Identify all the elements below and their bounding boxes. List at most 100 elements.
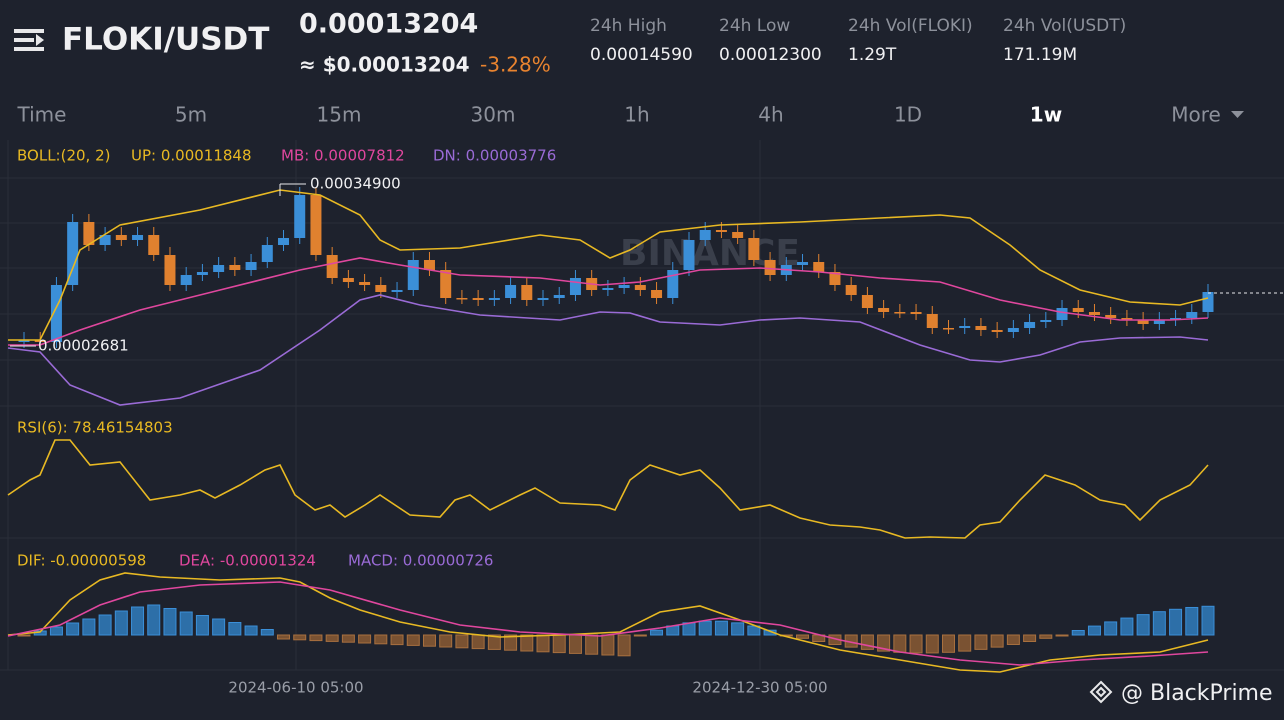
macd-bar — [1039, 634, 1053, 639]
macd-bar — [893, 634, 907, 653]
candle-body — [1072, 308, 1084, 312]
macd-bar — [374, 634, 388, 645]
candle-body — [99, 235, 111, 245]
timeframe-tab[interactable]: 1h — [624, 103, 649, 127]
macd-bar — [585, 634, 599, 655]
candle-body — [488, 298, 500, 300]
candle-body — [180, 275, 192, 285]
candle-body — [634, 285, 646, 290]
price: 0.00013204 — [299, 9, 478, 40]
boll-mb: MB: 0.00007812 — [281, 147, 405, 165]
macd-label: MACD: 0.00000726 — [348, 552, 493, 570]
macd-bar — [439, 634, 453, 648]
candle-body — [618, 285, 630, 288]
candle-body — [861, 295, 873, 308]
stat-value: 1.29T — [848, 45, 897, 65]
macd-bar — [98, 614, 112, 636]
candle-body — [456, 298, 468, 300]
candle-body — [1202, 292, 1214, 312]
candle-body — [1105, 315, 1117, 318]
macd-bar — [763, 629, 777, 636]
macd-bar — [455, 634, 469, 649]
macd-bar — [114, 610, 128, 636]
macd-bar — [179, 611, 193, 636]
boll-mb-line — [8, 257, 1209, 346]
timeframe-tab[interactable]: 4h — [758, 103, 783, 127]
macd-bar — [1104, 621, 1118, 636]
macd-bar — [1055, 634, 1069, 637]
stat-value: 0.00012300 — [719, 45, 822, 65]
macd-bar — [325, 634, 339, 642]
timeframe-tab[interactable]: 15m — [317, 103, 362, 127]
candle-body — [18, 340, 30, 342]
stat-value: 0.00014590 — [590, 45, 693, 65]
macd-bar — [941, 634, 955, 653]
candle-body — [213, 265, 225, 272]
rsi-line — [7, 439, 1209, 539]
x-label: 2024-12-30 05:00 — [692, 679, 827, 697]
macd-bar — [131, 606, 145, 636]
macd-bar — [49, 626, 63, 636]
boll-dn: DN: 0.00003776 — [433, 147, 556, 165]
macd-bar — [1071, 629, 1085, 636]
candle-body — [34, 340, 46, 342]
menu-icon[interactable] — [14, 29, 44, 51]
macd-bar — [552, 634, 566, 654]
macd-bar — [228, 622, 242, 636]
candle-body — [829, 272, 841, 285]
candle-body — [910, 312, 922, 314]
boll-dn-line — [7, 294, 1209, 406]
macd-bar — [958, 634, 972, 652]
macd-bar — [244, 625, 258, 636]
candle-body — [50, 285, 62, 342]
candle-body — [1056, 308, 1068, 320]
macd-bar — [714, 620, 728, 636]
timeframe-tab[interactable]: Time — [17, 103, 67, 127]
timeframe-tab[interactable]: 1w — [1030, 103, 1062, 127]
timeframe-tab[interactable]: 1D — [894, 103, 922, 127]
timeframe-tab[interactable]: More — [1171, 103, 1221, 127]
candle-body — [1186, 312, 1198, 318]
candle-body — [537, 298, 549, 300]
macd-bar — [617, 634, 631, 657]
macd-bar — [909, 634, 923, 654]
candle-body — [1040, 320, 1052, 322]
indicator-lines — [7, 189, 1209, 673]
candle-body — [959, 326, 971, 328]
candle-body — [975, 326, 987, 330]
macd-bar — [601, 634, 615, 656]
candle-body — [440, 270, 452, 298]
usd-price: ≈ $0.00013204 — [299, 53, 469, 77]
candle-body — [699, 230, 711, 240]
candle-body — [67, 222, 79, 285]
candle-body — [926, 314, 938, 328]
macd-bar — [487, 634, 501, 650]
macd-bar — [877, 634, 891, 652]
macd-bar — [974, 634, 988, 650]
candle-body — [342, 278, 354, 282]
macd-bar — [682, 622, 696, 636]
timeframe-tab[interactable]: 5m — [175, 103, 207, 127]
change: -3.28% — [480, 53, 551, 77]
candle-body — [764, 260, 776, 275]
candle-body — [278, 238, 290, 245]
candle-body — [1121, 318, 1133, 320]
macd-bar — [82, 618, 96, 636]
dea-label: DEA: -0.00001324 — [179, 552, 316, 570]
stat-value: 171.19M — [1003, 45, 1077, 65]
macd-bar — [260, 629, 274, 636]
candle-body — [602, 288, 614, 290]
macd-bar — [633, 634, 647, 637]
timeframe-tab[interactable]: 30m — [471, 103, 516, 127]
candle-body — [845, 285, 857, 295]
candle-body — [294, 195, 306, 238]
macd-bar — [471, 634, 485, 650]
macd-bar — [1169, 608, 1183, 636]
boll-up-line — [8, 189, 1209, 341]
macd-bar — [212, 618, 226, 636]
stat-label: 24h Vol(USDT) — [1003, 16, 1126, 36]
macd-bar — [568, 634, 582, 654]
macd-bar — [1120, 617, 1134, 636]
candle-body — [148, 235, 160, 255]
